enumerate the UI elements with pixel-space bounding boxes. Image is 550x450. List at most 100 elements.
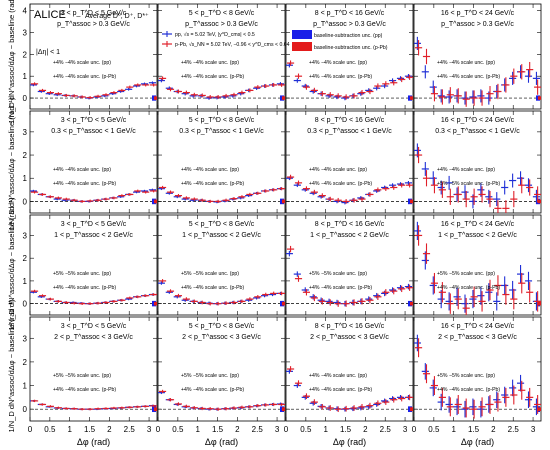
panel-frame bbox=[413, 316, 542, 422]
scale-unc-pp: +4% −4% scale unc. (pp) bbox=[53, 167, 111, 173]
y-tick-label: 0 bbox=[23, 300, 28, 309]
pt-d-label: 3 < p_T^D < 5 GeV/c bbox=[61, 221, 127, 228]
scale-unc-pp: +5% −5% scale unc. (pp) bbox=[53, 271, 111, 277]
panel-13: 0 1 2 3 3 < p_T^D < 5 GeV/c 2 < p_T^assoc < 3… bbox=[23, 316, 158, 422]
data-group bbox=[158, 76, 285, 101]
scale-unc-ppb: +4% −4% scale unc. (p-Pb) bbox=[309, 285, 372, 291]
baseline-box-ppb bbox=[282, 96, 285, 100]
pt-assoc-label: p_T^assoc > 0.3 GeV/c bbox=[441, 21, 514, 28]
scale-unc-pp: +4% −4% scale unc. (pp) bbox=[437, 167, 495, 173]
pt-assoc-label: p_T^assoc > 0.3 GeV/c bbox=[57, 21, 130, 28]
panel-6: 5 < p_T^D < 8 GeV/c 0.3 < p_T^assoc < 1 G… bbox=[157, 110, 286, 214]
pt-assoc-label: p_T^assoc > 0.3 GeV/c bbox=[185, 21, 258, 28]
scale-unc-pp: +5% −5% scale unc. (pp) bbox=[437, 373, 495, 379]
panel-15: 8 < p_T^D < 16 GeV/c 2 < p_T^assoc < 3 Ge… bbox=[285, 316, 414, 422]
x-tick-label: 2 bbox=[363, 425, 368, 434]
data-group bbox=[286, 174, 413, 205]
scale-unc-pp: +5% −5% scale unc. (pp) bbox=[181, 271, 239, 277]
data-group bbox=[30, 289, 157, 307]
y-tick-label: 2 bbox=[23, 50, 28, 59]
data-group bbox=[286, 366, 413, 413]
x-tick-label: 1.5 bbox=[84, 425, 96, 434]
pt-assoc-label: 1 < p_T^assoc < 2 GeV/c bbox=[310, 232, 389, 239]
pt-assoc-label: 1 < p_T^assoc < 2 GeV/c bbox=[54, 232, 133, 239]
data-group bbox=[30, 188, 157, 205]
x-tick-label: 1 bbox=[323, 425, 328, 434]
pt-d-label: 5 < p_T^D < 8 GeV/c bbox=[189, 221, 255, 228]
x-tick-label: 3 bbox=[147, 425, 152, 434]
scale-unc-ppb: +4% −4% scale unc. (p-Pb) bbox=[437, 387, 500, 393]
y-tick-label: 4 bbox=[23, 7, 28, 16]
data-group bbox=[286, 60, 413, 101]
pt-assoc-label: 2 < p_T^assoc < 3 GeV/c bbox=[310, 334, 389, 341]
ylabel-row-2: 1/N_D dN^assoc/dΔφ − baseline (rad⁻¹) bbox=[7, 97, 16, 231]
legend-box-ppb-label: baseline-subtraction unc. (p-Pb) bbox=[314, 45, 388, 51]
scale-unc-ppb: +4% −4% scale unc. (p-Pb) bbox=[437, 285, 500, 291]
pt-d-label: 5 < p_T^D < 8 GeV/c bbox=[189, 117, 255, 124]
scale-unc-pp: +4% −4% scale unc. (pp) bbox=[437, 60, 495, 66]
y-tick-label: 3 bbox=[23, 231, 28, 240]
panel-4: 16 < p_T^D < 24 GeV/c p_T^assoc > 0.3 GeV… bbox=[413, 3, 542, 110]
x-axis-title: Δφ (rad) bbox=[333, 437, 366, 447]
legend-box-pp bbox=[292, 30, 312, 39]
legend-box-pp-label: baseline-subtraction unc. (pp) bbox=[314, 33, 383, 39]
baseline-box-ppb bbox=[154, 301, 157, 306]
pt-assoc-label: 0.3 < p_T^assoc < 1 GeV/c bbox=[435, 128, 520, 135]
panel-2: 5 < p_T^D < 8 GeV/c p_T^assoc > 0.3 GeV/c… bbox=[157, 3, 286, 110]
panel-5: 0 1 2 3 3 < p_T^D < 5 GeV/c 0.3 < p_T^assoc <… bbox=[23, 110, 158, 214]
scale-unc-ppb: +4% −4% scale unc. (p-Pb) bbox=[53, 181, 116, 187]
pt-d-label: 5 < p_T^D < 8 GeV/c bbox=[189, 323, 255, 330]
x-tick-label: 2.5 bbox=[124, 425, 136, 434]
baseline-box-ppb bbox=[538, 301, 541, 306]
panel-9: 0 1 2 3 3 < p_T^D < 5 GeV/c 1 < p_T^assoc < 2… bbox=[23, 214, 158, 316]
x-tick-label: 3 bbox=[403, 425, 408, 434]
scale-unc-pp: +4% −4% scale unc. (pp) bbox=[309, 167, 367, 173]
panel-frame bbox=[29, 214, 158, 316]
data-group bbox=[158, 389, 285, 413]
x-tick-label: 1 bbox=[67, 425, 72, 434]
pt-assoc-label: 2 < p_T^assoc < 3 GeV/c bbox=[54, 334, 133, 341]
pt-assoc-label: 0.3 < p_T^assoc < 1 GeV/c bbox=[179, 128, 264, 135]
scale-unc-pp: +4% −4% scale unc. (pp) bbox=[309, 373, 367, 379]
x-tick-label: 2 bbox=[235, 425, 240, 434]
panel-7: 8 < p_T^D < 16 GeV/c 0.3 < p_T^assoc < 1 … bbox=[285, 110, 414, 214]
panel-14: 5 < p_T^D < 8 GeV/c 2 < p_T^assoc < 3 GeV… bbox=[157, 316, 286, 422]
y-tick-label: 2 bbox=[23, 151, 28, 160]
pt-d-label: 5 < p_T^D < 8 GeV/c bbox=[189, 10, 255, 17]
scale-unc-pp: +4% −4% scale unc. (pp) bbox=[53, 60, 111, 66]
panel-1: 0 1 2 3 4 3 < p_T^D < 5 GeV/c p_T^assoc > 0.3 … bbox=[23, 3, 158, 110]
ylabel-row-1: 1/N_D dN^assoc/dΔφ − baseline (rad⁻¹) bbox=[7, 0, 16, 124]
pt-d-label: 8 < p_T^D < 16 GeV/c bbox=[315, 221, 385, 228]
scale-unc-ppb: +4% −4% scale unc. (p-Pb) bbox=[53, 74, 116, 80]
eta-cut-label: |Δη| < 1 bbox=[36, 49, 60, 56]
scale-unc-pp: +5% −5% scale unc. (pp) bbox=[181, 373, 239, 379]
data-group bbox=[30, 399, 157, 413]
pt-d-label: 16 < p_T^D < 24 GeV/c bbox=[441, 117, 515, 124]
panel-frame bbox=[157, 316, 286, 422]
scale-unc-pp: +4% −4% scale unc. (pp) bbox=[309, 60, 367, 66]
pt-assoc-label: p_T^assoc > 0.3 GeV/c bbox=[313, 21, 386, 28]
pt-d-label: 8 < p_T^D < 16 GeV/c bbox=[315, 117, 385, 124]
baseline-box-ppb bbox=[410, 407, 413, 412]
scale-unc-pp: +4% −4% scale unc. (pp) bbox=[181, 167, 239, 173]
x-tick-label: 2.5 bbox=[380, 425, 392, 434]
y-tick-label: 2 bbox=[23, 254, 28, 263]
x-tick-label: 0 bbox=[412, 425, 417, 434]
x-tick-label: 0 bbox=[28, 425, 33, 434]
scale-unc-pp: +5% −5% scale unc. (pp) bbox=[309, 271, 367, 277]
baseline-box-ppb bbox=[538, 407, 541, 412]
data-group bbox=[286, 245, 413, 307]
panel-frame bbox=[413, 3, 542, 110]
x-tick-label: 0 bbox=[156, 425, 161, 434]
x-axis-labels: 0 0.5 1 1.5 2 2.5 3 Δφ (rad) 0 0.5 1 1.5 2 2.5 3 Δφ (ra… bbox=[28, 425, 536, 447]
scale-unc-ppb: +4% −4% scale unc. (p-Pb) bbox=[309, 181, 372, 187]
x-tick-label: 1 bbox=[195, 425, 200, 434]
x-tick-label: 3 bbox=[531, 425, 536, 434]
data-group bbox=[158, 279, 285, 307]
panel-grid: 0 1 2 3 4 3 < p_T^D < 5 GeV/c p_T^assoc > 0.3 … bbox=[23, 3, 542, 422]
data-group bbox=[158, 185, 285, 205]
scale-unc-ppb: +4% −4% scale unc. (p-Pb) bbox=[309, 74, 372, 80]
x-tick-label: 2.5 bbox=[508, 425, 520, 434]
pt-d-label: 16 < p_T^D < 24 GeV/c bbox=[441, 323, 515, 330]
